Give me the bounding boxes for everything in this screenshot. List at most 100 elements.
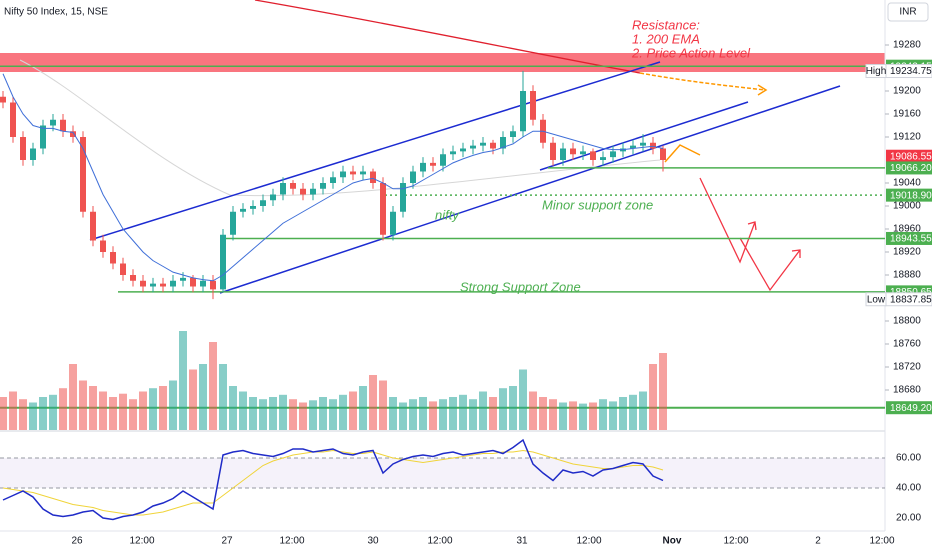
candle-body bbox=[370, 171, 376, 183]
y-tick-label: 19280 bbox=[893, 40, 921, 51]
price-label-box bbox=[886, 231, 932, 245]
candle-body bbox=[500, 137, 506, 149]
candle-body bbox=[570, 148, 576, 155]
candle-body bbox=[330, 177, 336, 183]
candle-body bbox=[470, 145, 476, 149]
red-path-2 bbox=[739, 237, 801, 292]
volume-bar bbox=[369, 375, 377, 430]
volume-bar bbox=[559, 402, 567, 430]
ema-200 bbox=[254, 0, 641, 74]
price-tag-box bbox=[865, 64, 887, 79]
volume-bar bbox=[0, 397, 7, 430]
volume-bar bbox=[129, 399, 137, 430]
volume-bar bbox=[39, 397, 47, 430]
candle-body bbox=[630, 145, 636, 149]
volume-bar bbox=[639, 391, 647, 430]
annotation: Strong Support Zone bbox=[460, 279, 581, 294]
candle-body bbox=[200, 280, 206, 287]
volume-bar bbox=[19, 399, 27, 430]
x-tick-label: 12:00 bbox=[427, 536, 452, 547]
volume-bar bbox=[449, 397, 457, 430]
volume-bar bbox=[349, 391, 357, 430]
candle-body bbox=[260, 200, 266, 206]
price-label: 19086.55 bbox=[890, 151, 932, 162]
rsi-ma bbox=[2, 449, 664, 516]
volume-bar bbox=[329, 399, 337, 430]
volume-bar bbox=[419, 397, 427, 430]
x-tick-label: 2 bbox=[815, 536, 821, 547]
x-tick-label: Nov bbox=[663, 536, 682, 547]
candle-body bbox=[40, 125, 46, 149]
y-tick-label: 18680 bbox=[893, 385, 921, 396]
candle-body bbox=[440, 154, 446, 166]
volume-bar bbox=[339, 394, 347, 430]
annotation: 1. 200 EMA bbox=[632, 31, 700, 46]
price-label-box bbox=[886, 188, 932, 202]
volume-bar bbox=[89, 386, 97, 430]
candle-body bbox=[550, 142, 556, 160]
wedge-line bbox=[539, 101, 749, 171]
candle-body bbox=[300, 188, 306, 195]
annotation: 2. Price Action Level bbox=[631, 45, 751, 60]
candle-body bbox=[240, 208, 246, 212]
y-tick-label: 18920 bbox=[893, 247, 921, 258]
candle-body bbox=[420, 162, 426, 172]
price-label-box bbox=[886, 149, 932, 163]
candle-body bbox=[520, 91, 526, 132]
volume-bar bbox=[619, 397, 627, 430]
volume-bar bbox=[119, 393, 127, 430]
candle-body bbox=[410, 171, 416, 183]
volume-bar bbox=[229, 386, 237, 430]
candle-body bbox=[160, 283, 166, 287]
x-tick-label: 30 bbox=[367, 536, 379, 547]
volume-bar bbox=[59, 388, 67, 430]
volume-bar bbox=[279, 394, 287, 430]
arrow-head bbox=[757, 84, 768, 96]
volume-bar bbox=[319, 397, 327, 430]
candle-body bbox=[170, 280, 176, 287]
x-tick-label: 31 bbox=[516, 536, 528, 547]
red-path-1 bbox=[699, 177, 757, 264]
y-tick-label: 19000 bbox=[893, 201, 921, 212]
volume-bar bbox=[49, 394, 57, 430]
marks: 19280 19200 19160 19120 19040 19000 18960 18920… bbox=[0, 40, 932, 547]
price-label: 18649.20 bbox=[890, 403, 932, 414]
y-tick-label: 18720 bbox=[893, 362, 921, 373]
candle-body bbox=[20, 137, 26, 160]
rsi-band bbox=[0, 458, 885, 488]
x-tick-label: 12:00 bbox=[576, 536, 601, 547]
candle-body bbox=[430, 162, 436, 166]
volume-bar bbox=[569, 401, 577, 430]
candle-body bbox=[450, 151, 456, 155]
candle-body bbox=[90, 211, 96, 241]
volume-bar bbox=[219, 364, 227, 430]
candle-body bbox=[360, 171, 366, 175]
volume-bar bbox=[589, 402, 597, 430]
volume-bar bbox=[29, 402, 37, 430]
rsi-tick-label: 60.00 bbox=[896, 453, 921, 464]
volume-bar bbox=[79, 380, 87, 430]
x-tick-label: 12:00 bbox=[723, 536, 748, 547]
volume-bar bbox=[269, 397, 277, 430]
candle-body bbox=[310, 188, 316, 195]
candle-body bbox=[640, 142, 646, 146]
volume-bar bbox=[579, 403, 587, 430]
resistance-zone bbox=[0, 53, 885, 72]
annotation: nifty bbox=[435, 207, 460, 222]
x-tick-label: 27 bbox=[221, 536, 233, 547]
candle-body bbox=[10, 102, 16, 137]
y-tick-label: 18960 bbox=[893, 224, 921, 235]
volume-bar bbox=[189, 369, 197, 430]
price-label: 19234.75 bbox=[890, 66, 932, 77]
volume-bar bbox=[649, 364, 657, 430]
volume-bar bbox=[69, 364, 77, 430]
candle-body bbox=[140, 280, 146, 287]
currency-box[interactable] bbox=[887, 2, 929, 22]
price-label-box bbox=[886, 401, 932, 415]
candle-body bbox=[480, 142, 486, 146]
price-label-box bbox=[886, 161, 932, 175]
rsi-tick-label: 20.00 bbox=[896, 513, 921, 524]
volume-bar bbox=[299, 402, 307, 430]
ema-projection bbox=[639, 72, 766, 91]
